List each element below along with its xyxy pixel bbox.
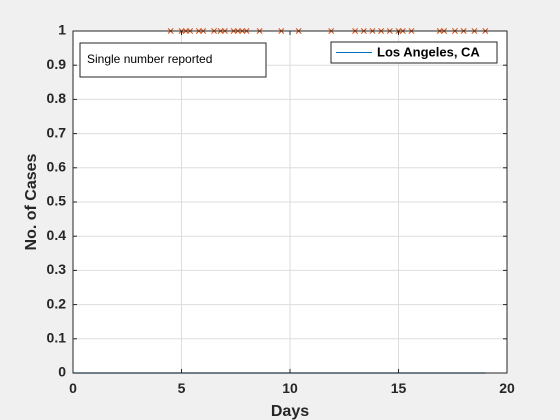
x-tick-label: 20 bbox=[499, 380, 515, 396]
y-tick-label: 1 bbox=[58, 22, 66, 38]
y-tick-label: 0.1 bbox=[47, 330, 67, 346]
y-tick-label: 0.9 bbox=[47, 56, 67, 72]
y-tick-label: 0.4 bbox=[47, 227, 67, 243]
legend: Los Angeles, CA bbox=[330, 41, 498, 64]
x-tick-label: 5 bbox=[178, 380, 186, 396]
x-tick-label: 15 bbox=[391, 380, 407, 396]
x-tick-label: 10 bbox=[282, 380, 298, 396]
y-axis-label: No. of Cases bbox=[23, 153, 40, 250]
x-tick-label: 0 bbox=[69, 380, 77, 396]
y-tick-label: 0 bbox=[58, 364, 66, 380]
annotation-box: Single number reported bbox=[79, 42, 267, 78]
y-tick-label: 0.6 bbox=[47, 159, 67, 175]
y-tick-label: 0.5 bbox=[47, 193, 67, 209]
grid-lines bbox=[72, 30, 508, 374]
y-tick-label: 0.3 bbox=[47, 261, 67, 277]
y-axis: 0 0.1 0.2 0.3 0.4 0.5 0.6 0.7 0.8 0.9 1 bbox=[47, 22, 507, 380]
x-axis: 0 5 10 15 20 bbox=[69, 31, 515, 396]
annotation-text: Single number reported bbox=[87, 52, 212, 66]
x-axis-label: Days bbox=[271, 403, 309, 420]
y-tick-label: 0.8 bbox=[47, 90, 67, 106]
y-tick-label: 0.2 bbox=[47, 295, 67, 311]
y-tick-label: 0.7 bbox=[47, 124, 67, 140]
legend-entry: Los Angeles, CA bbox=[377, 44, 480, 59]
